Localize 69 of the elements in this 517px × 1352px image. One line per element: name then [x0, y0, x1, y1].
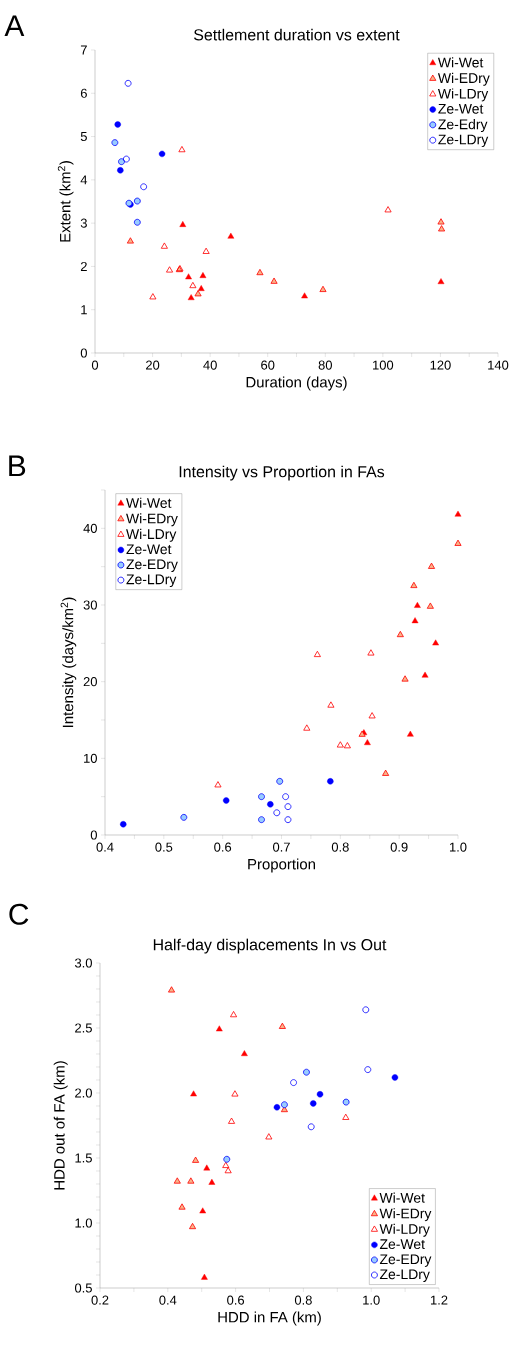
- y-tick-label: 7: [80, 45, 87, 55]
- x-tick-label: 140: [488, 360, 509, 370]
- y-tick-label: 3.0: [74, 958, 92, 968]
- y-axis-title: Intensity (days/km$^{2}$): [60, 597, 77, 727]
- y-tick-label: 1: [81, 305, 87, 315]
- y-tick-label: 2.0: [75, 1088, 92, 1098]
- legend-label: Wi-EDry: [379, 1208, 432, 1222]
- legend-label: Ze-Wet: [379, 1239, 425, 1250]
- legend-label: Wi-LDry: [379, 1223, 430, 1237]
- x-tick-label: 0.2: [91, 1295, 109, 1305]
- legend-label: Ze-LDry: [379, 1269, 430, 1282]
- x-tick-label: 1.0: [363, 1295, 380, 1305]
- x-tick-label: 0.9: [390, 842, 408, 852]
- legend-label: Wi-EDry: [437, 72, 490, 86]
- legend-label: Wi-Wet: [437, 57, 484, 68]
- y-tick-label: 1.0: [75, 1218, 92, 1228]
- x-tick-label: 0.6: [227, 1295, 245, 1305]
- y-tick-label: 0: [90, 830, 97, 840]
- x-tick-label: 1.2: [430, 1295, 448, 1305]
- y-tick-label: 2: [80, 261, 87, 271]
- y-axis-title: Extent (km$^{2}$): [57, 161, 74, 242]
- legend-label: Wi-EDry: [126, 513, 178, 527]
- y-axis-title: HDD out of FA (km): [53, 1061, 68, 1190]
- y-tick-label: 2.5: [75, 1023, 92, 1033]
- x-axis-title: Duration (days): [246, 376, 347, 391]
- legend-label: Ze-EDry: [379, 1254, 432, 1267]
- chart-title: Intensity vs Proportion in FAs: [179, 465, 385, 481]
- x-tick-label: 0.5: [155, 842, 173, 852]
- legend-label: Wi-LDry: [437, 88, 489, 102]
- x-axis-title: HDD in FA (km): [218, 1311, 321, 1326]
- x-tick-label: 0.7: [273, 842, 290, 852]
- text: C: [9, 903, 29, 925]
- chart-title: Half-day displacements In vs Out: [153, 938, 387, 954]
- x-tick-label: 0.8: [294, 1295, 312, 1305]
- y-tick-label: 1.5: [75, 1153, 92, 1163]
- legend-label: Wi-Wet: [126, 497, 172, 508]
- legend-label: Wi-Wet: [379, 1192, 425, 1203]
- legend-label: Ze-LDry: [126, 574, 177, 588]
- y-tick-label: 40: [83, 523, 97, 533]
- x-tick-label: 100: [373, 360, 394, 370]
- x-tick-label: 60: [261, 360, 275, 370]
- y-tick-label: 20: [83, 677, 97, 687]
- x-tick-label: 80: [318, 360, 332, 370]
- y-tick-label: 6: [80, 88, 87, 98]
- chart-title: Settlement duration vs extent: [193, 28, 400, 41]
- x-axis-title: Proportion: [248, 858, 315, 873]
- text: A: [4, 15, 25, 37]
- x-tick-label: 0.4: [96, 842, 114, 852]
- y-tick-label: 0: [80, 348, 87, 358]
- x-tick-label: 120: [430, 360, 451, 370]
- x-tick-label: 1.0: [449, 842, 467, 852]
- legend-label: Ze-Wet: [126, 544, 172, 555]
- text: B: [9, 455, 26, 477]
- y-tick-label: 5: [80, 132, 87, 142]
- x-tick-label: 0.6: [214, 842, 232, 852]
- legend-label: Ze-Wet: [438, 103, 484, 114]
- x-tick-label: 0.4: [159, 1295, 177, 1305]
- x-tick-label: 20: [146, 360, 160, 370]
- x-tick-label: 0.8: [331, 842, 349, 852]
- y-tick-label: 4: [80, 175, 88, 185]
- x-tick-label: 40: [203, 360, 217, 370]
- legend-label: Wi-LDry: [126, 528, 177, 542]
- legend-label: Ze-EDry: [126, 559, 178, 572]
- y-tick-label: 3: [80, 218, 87, 228]
- legend-label: Ze-LDry: [438, 134, 489, 148]
- y-tick-label: 0.5: [74, 1283, 92, 1293]
- legend-label: Ze-Edry: [438, 119, 488, 133]
- y-tick-label: 10: [84, 753, 97, 763]
- y-tick-label: 30: [83, 600, 97, 610]
